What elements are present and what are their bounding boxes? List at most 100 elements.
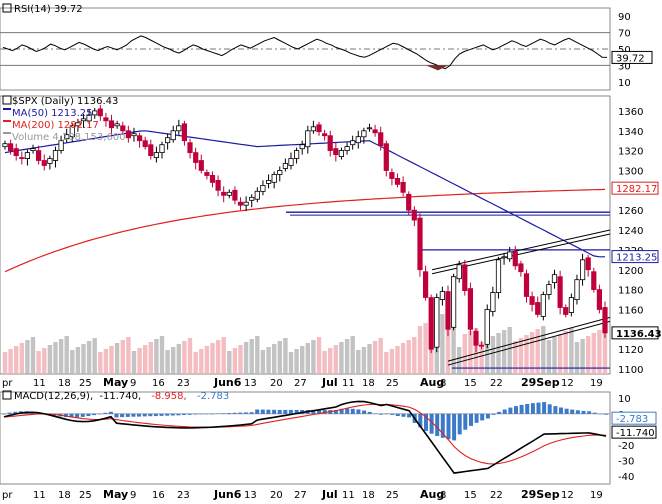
candle-body <box>288 158 294 166</box>
volume-bar <box>221 337 226 374</box>
volume-bar <box>378 338 383 374</box>
price-x-tick: pr <box>2 378 13 389</box>
volume-bar <box>171 347 176 374</box>
candle-body <box>507 251 513 260</box>
candle-body <box>243 201 249 206</box>
macd-histogram-bar <box>362 410 367 414</box>
macd-histogram-bar <box>575 410 580 414</box>
macd-histogram-bar <box>514 406 518 414</box>
candle-body <box>394 177 401 185</box>
candle-body <box>282 163 289 169</box>
volume-bar <box>468 331 473 374</box>
macd-histogram-bar <box>424 413 428 431</box>
macd-histogram-bar <box>317 410 322 414</box>
volume-bar <box>126 337 131 374</box>
volume-bar <box>490 336 496 374</box>
candle-body <box>198 160 204 171</box>
candle-body <box>428 297 434 350</box>
macd-histogram-bar <box>227 413 231 414</box>
candle-body <box>41 160 47 166</box>
candle-body <box>170 130 176 141</box>
candle-body <box>75 122 81 127</box>
macd-histogram-bar <box>446 413 451 440</box>
macd-histogram-bar <box>502 409 507 414</box>
candle-body <box>120 125 126 132</box>
volume-bar <box>53 342 58 374</box>
candle-body <box>30 148 36 152</box>
volume-bar <box>356 350 361 374</box>
candle-body <box>355 136 361 144</box>
macd-x-tick: Jun6 <box>213 488 242 501</box>
candle-body <box>551 274 558 284</box>
macd-x-tick: 11 <box>33 490 46 501</box>
macd-x-tick: 9 <box>130 490 136 501</box>
candle-body <box>333 148 339 156</box>
macd-histogram-bar <box>142 413 147 417</box>
volume-bar <box>339 342 344 374</box>
rsi-oversold-fill <box>426 65 448 71</box>
macd-histogram-bar <box>581 410 586 414</box>
candle-body <box>125 130 131 139</box>
volume-bar <box>518 338 524 374</box>
macd-histogram-bar <box>97 413 102 415</box>
volume-bar <box>243 342 249 374</box>
candle-body <box>406 193 412 211</box>
volume-bar <box>546 340 552 374</box>
macd-histogram-bar <box>92 413 96 416</box>
candle-body <box>557 276 563 308</box>
price-x-tick: Aug <box>420 376 444 389</box>
volume-bar <box>300 346 305 374</box>
candle-body <box>338 150 345 158</box>
price-y-tick: 1120 <box>618 345 643 356</box>
price-y-tick: 1300 <box>618 166 643 177</box>
volume-bar <box>165 350 170 374</box>
volume-bar <box>513 341 518 374</box>
candle-body <box>305 130 311 148</box>
macd-tag-box <box>611 425 657 439</box>
volume-bar <box>210 343 215 374</box>
volume-bar <box>47 345 53 374</box>
candle-body <box>159 144 165 153</box>
candle-body <box>344 146 350 152</box>
macd-histogram-bar <box>390 413 395 415</box>
volume-bar <box>361 347 367 374</box>
volume-bar <box>552 337 557 374</box>
volume-bar <box>462 334 467 374</box>
candle-body <box>24 152 31 160</box>
volume-bar <box>563 331 568 374</box>
macd-x-tick: 8 <box>440 490 446 501</box>
macd-histogram-bar <box>198 413 203 415</box>
candle-body <box>153 152 159 159</box>
volume-bar <box>86 341 92 374</box>
volume-bar <box>176 344 181 374</box>
candle-body <box>316 124 322 133</box>
price-legend-item: MA(50) 1213.25 <box>12 108 93 119</box>
macd-histogram-bar <box>452 413 457 441</box>
macd-x-tick: 18 <box>58 490 71 501</box>
macd-histogram-bar <box>525 404 530 414</box>
volume-bar <box>580 339 585 374</box>
price-y-tick: 1200 <box>618 266 643 277</box>
macd-histogram-bar <box>153 413 158 417</box>
candle-body <box>97 108 103 117</box>
candle-body <box>361 130 367 138</box>
macd-histogram-bar <box>125 413 130 417</box>
price-x-tick: 27 <box>294 378 307 389</box>
macd-histogram-bar <box>294 410 299 414</box>
macd-histogram-bar <box>564 408 569 414</box>
macd-y-tick: -20 <box>618 441 634 452</box>
macd-histogram-bar <box>395 413 400 416</box>
price-legend-item: MA(200) 1282.17 <box>12 120 99 131</box>
macd-histogram-bar <box>457 413 462 435</box>
volume-bar <box>19 343 24 374</box>
macd-histogram-bar <box>165 413 170 416</box>
volume-bar <box>272 344 277 374</box>
macd-histogram-bar <box>13 411 18 414</box>
volume-bar <box>131 351 137 374</box>
price-x-tick: 29Sep <box>521 376 560 389</box>
volume-bar <box>154 339 159 374</box>
candle-body <box>445 291 451 330</box>
volume-bar <box>204 346 210 374</box>
